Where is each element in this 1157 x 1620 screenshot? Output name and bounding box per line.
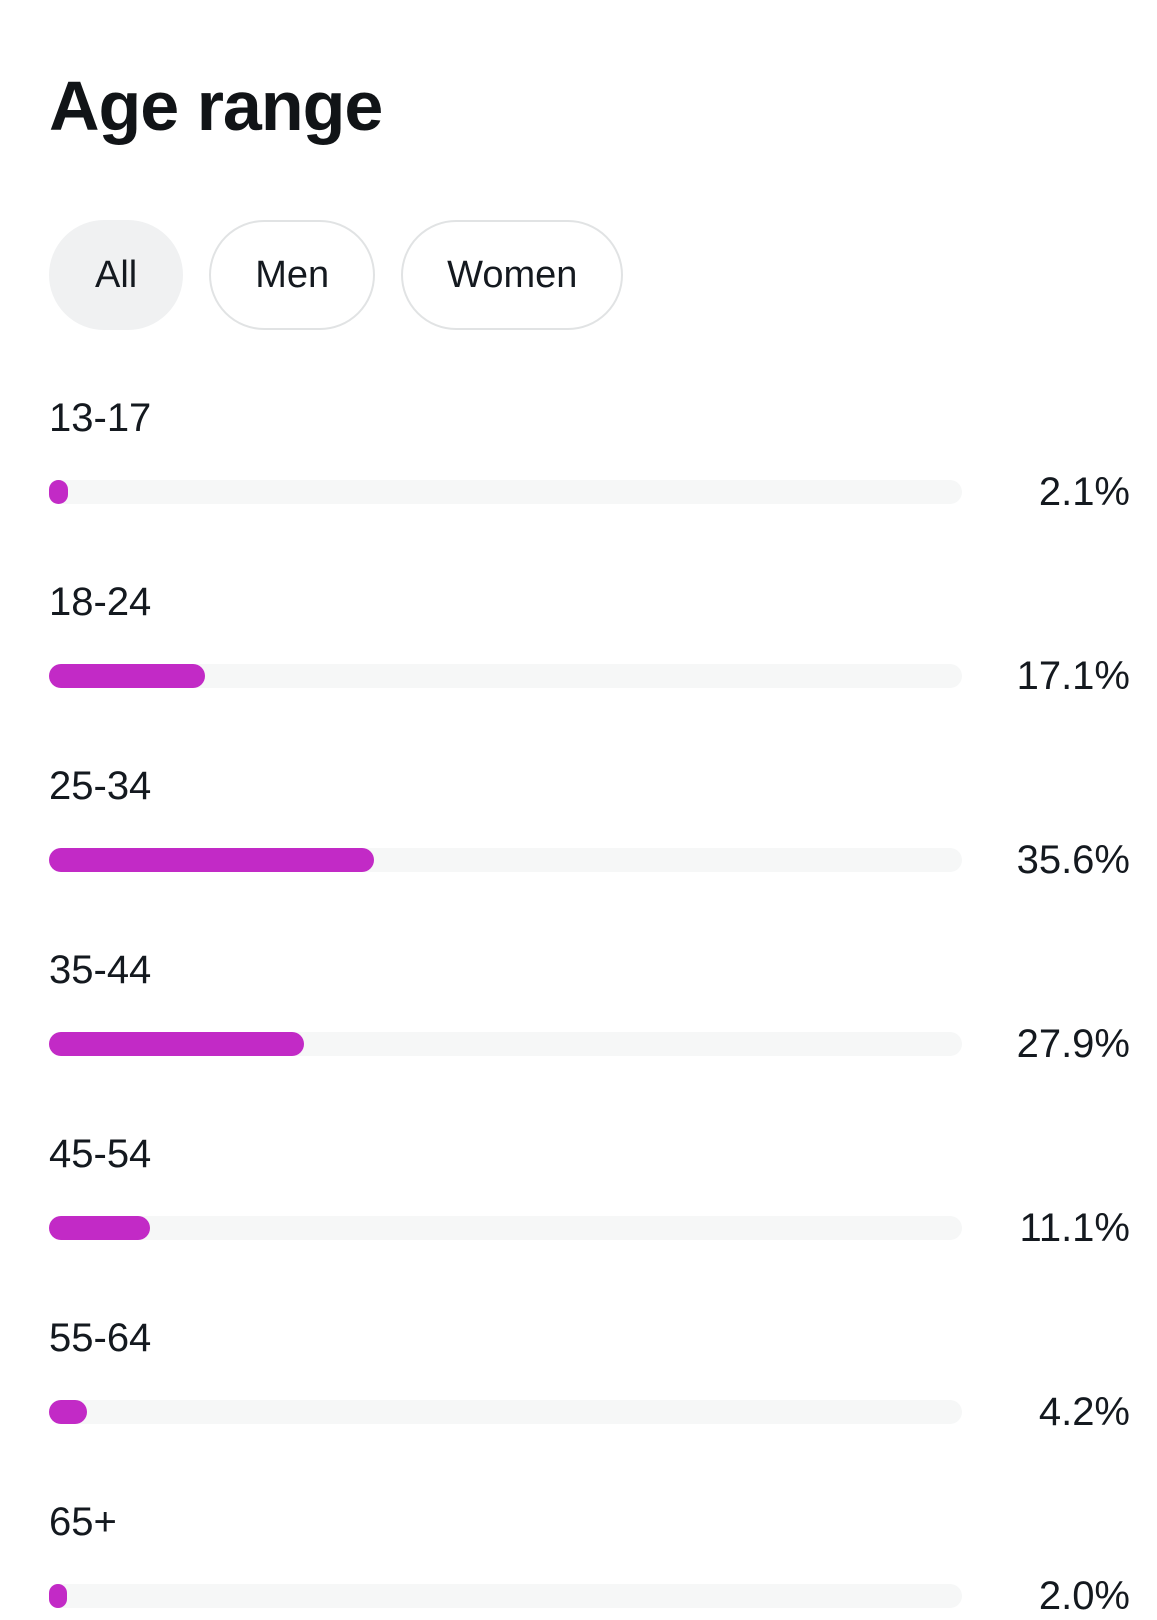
age-row-value: 4.2%: [1038, 1390, 1130, 1434]
age-range-row: 45-54 11.1%: [49, 1130, 1130, 1252]
age-row-label: 35-44: [49, 948, 152, 992]
age-bar-track: [49, 1216, 962, 1240]
age-bar-line: 35.6%: [49, 836, 1130, 884]
age-bar-track: [49, 480, 962, 504]
age-range-row: 65+ 2.0%: [49, 1498, 1130, 1620]
age-row-value: 27.9%: [1016, 1022, 1130, 1066]
age-range-row: 25-34 35.6%: [49, 762, 1130, 884]
age-bar-track: [49, 848, 962, 872]
age-bar-fill: [49, 1400, 88, 1424]
filter-pill-women[interactable]: Women: [401, 220, 624, 330]
age-bar-line: 17.1%: [49, 652, 1130, 700]
filter-pill-men[interactable]: Men: [209, 220, 376, 330]
age-range-row: 55-64 4.2%: [49, 1314, 1130, 1436]
age-bar-fill: [49, 664, 206, 688]
age-row-value: 2.0%: [1038, 1574, 1130, 1618]
age-row-value: 17.1%: [1016, 654, 1130, 698]
age-bar-track: [49, 1584, 962, 1608]
age-row-value: 11.1%: [1019, 1206, 1130, 1250]
age-bar-line: 4.2%: [49, 1388, 1130, 1436]
age-range-row: 35-44 27.9%: [49, 946, 1130, 1068]
age-bar-line: 2.1%: [49, 468, 1130, 516]
age-range-bar-chart: 13-17 2.1% 18-24 17.1% 25-34: [49, 394, 1130, 1620]
age-range-panel: Age range All Men Women 13-17 2.1% 18-24…: [49, 67, 1130, 1618]
page-title: Age range: [49, 67, 383, 145]
age-bar-line: 2.0%: [49, 1572, 1130, 1620]
age-bar-line: 27.9%: [49, 1020, 1130, 1068]
age-row-label: 45-54: [49, 1132, 152, 1176]
age-range-row: 13-17 2.1%: [49, 394, 1130, 516]
filter-pill-all[interactable]: All: [49, 220, 184, 330]
gender-filter-group: All Men Women: [49, 220, 1130, 330]
age-row-value: 2.1%: [1038, 470, 1130, 514]
age-bar-fill: [49, 848, 375, 872]
age-row-label: 25-34: [49, 764, 152, 808]
age-bar-fill: [49, 1584, 68, 1608]
age-row-label: 65+: [49, 1500, 117, 1544]
age-bar-line: 11.1%: [49, 1204, 1130, 1252]
age-bar-track: [49, 1032, 962, 1056]
age-row-label: 55-64: [49, 1316, 152, 1360]
age-bar-fill: [49, 480, 69, 504]
age-bar-track: [49, 664, 962, 688]
age-row-label: 18-24: [49, 580, 152, 624]
age-row-label: 13-17: [49, 396, 152, 440]
age-row-value: 35.6%: [1016, 838, 1130, 882]
age-range-row: 18-24 17.1%: [49, 578, 1130, 700]
age-bar-fill: [49, 1032, 304, 1056]
age-bar-fill: [49, 1216, 151, 1240]
age-bar-track: [49, 1400, 962, 1424]
